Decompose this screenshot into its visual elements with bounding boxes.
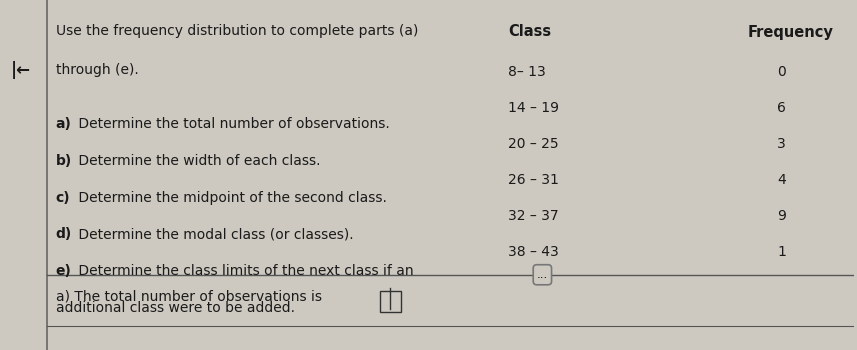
Text: Determine the class limits of the next class if an: Determine the class limits of the next c… xyxy=(75,264,414,278)
Text: Determine the total number of observations.: Determine the total number of observatio… xyxy=(75,117,390,131)
Text: a) The total number of observations is: a) The total number of observations is xyxy=(56,290,321,303)
Text: a): a) xyxy=(56,117,71,131)
Text: 26 – 31: 26 – 31 xyxy=(508,173,559,187)
Text: ...: ... xyxy=(536,268,548,281)
Text: 8– 13: 8– 13 xyxy=(508,65,546,79)
Text: 4: 4 xyxy=(777,173,786,187)
Text: 0: 0 xyxy=(777,65,786,79)
Text: Determine the width of each class.: Determine the width of each class. xyxy=(75,154,321,168)
Text: e): e) xyxy=(56,264,71,278)
Text: 9: 9 xyxy=(777,209,786,223)
Text: 20 – 25: 20 – 25 xyxy=(508,137,559,151)
Text: 32 – 37: 32 – 37 xyxy=(508,209,559,223)
Text: 14 – 19: 14 – 19 xyxy=(508,101,560,115)
Text: Determine the midpoint of the second class.: Determine the midpoint of the second cla… xyxy=(75,191,387,205)
Text: 38 – 43: 38 – 43 xyxy=(508,245,559,259)
Bar xyxy=(381,291,401,312)
Text: 6: 6 xyxy=(777,101,786,115)
Text: b): b) xyxy=(56,154,72,168)
Text: 3: 3 xyxy=(777,137,786,151)
Text: additional class were to be added.: additional class were to be added. xyxy=(56,301,295,315)
Text: 1: 1 xyxy=(777,245,786,259)
Text: Class: Class xyxy=(508,25,551,40)
Text: d): d) xyxy=(56,228,72,241)
Text: Frequency: Frequency xyxy=(747,25,833,40)
Text: through (e).: through (e). xyxy=(56,63,138,77)
Text: Determine the modal class (or classes).: Determine the modal class (or classes). xyxy=(75,228,354,241)
Text: Use the frequency distribution to complete parts (a): Use the frequency distribution to comple… xyxy=(56,25,418,38)
Text: |←: |← xyxy=(11,61,32,79)
Text: c): c) xyxy=(56,191,70,205)
